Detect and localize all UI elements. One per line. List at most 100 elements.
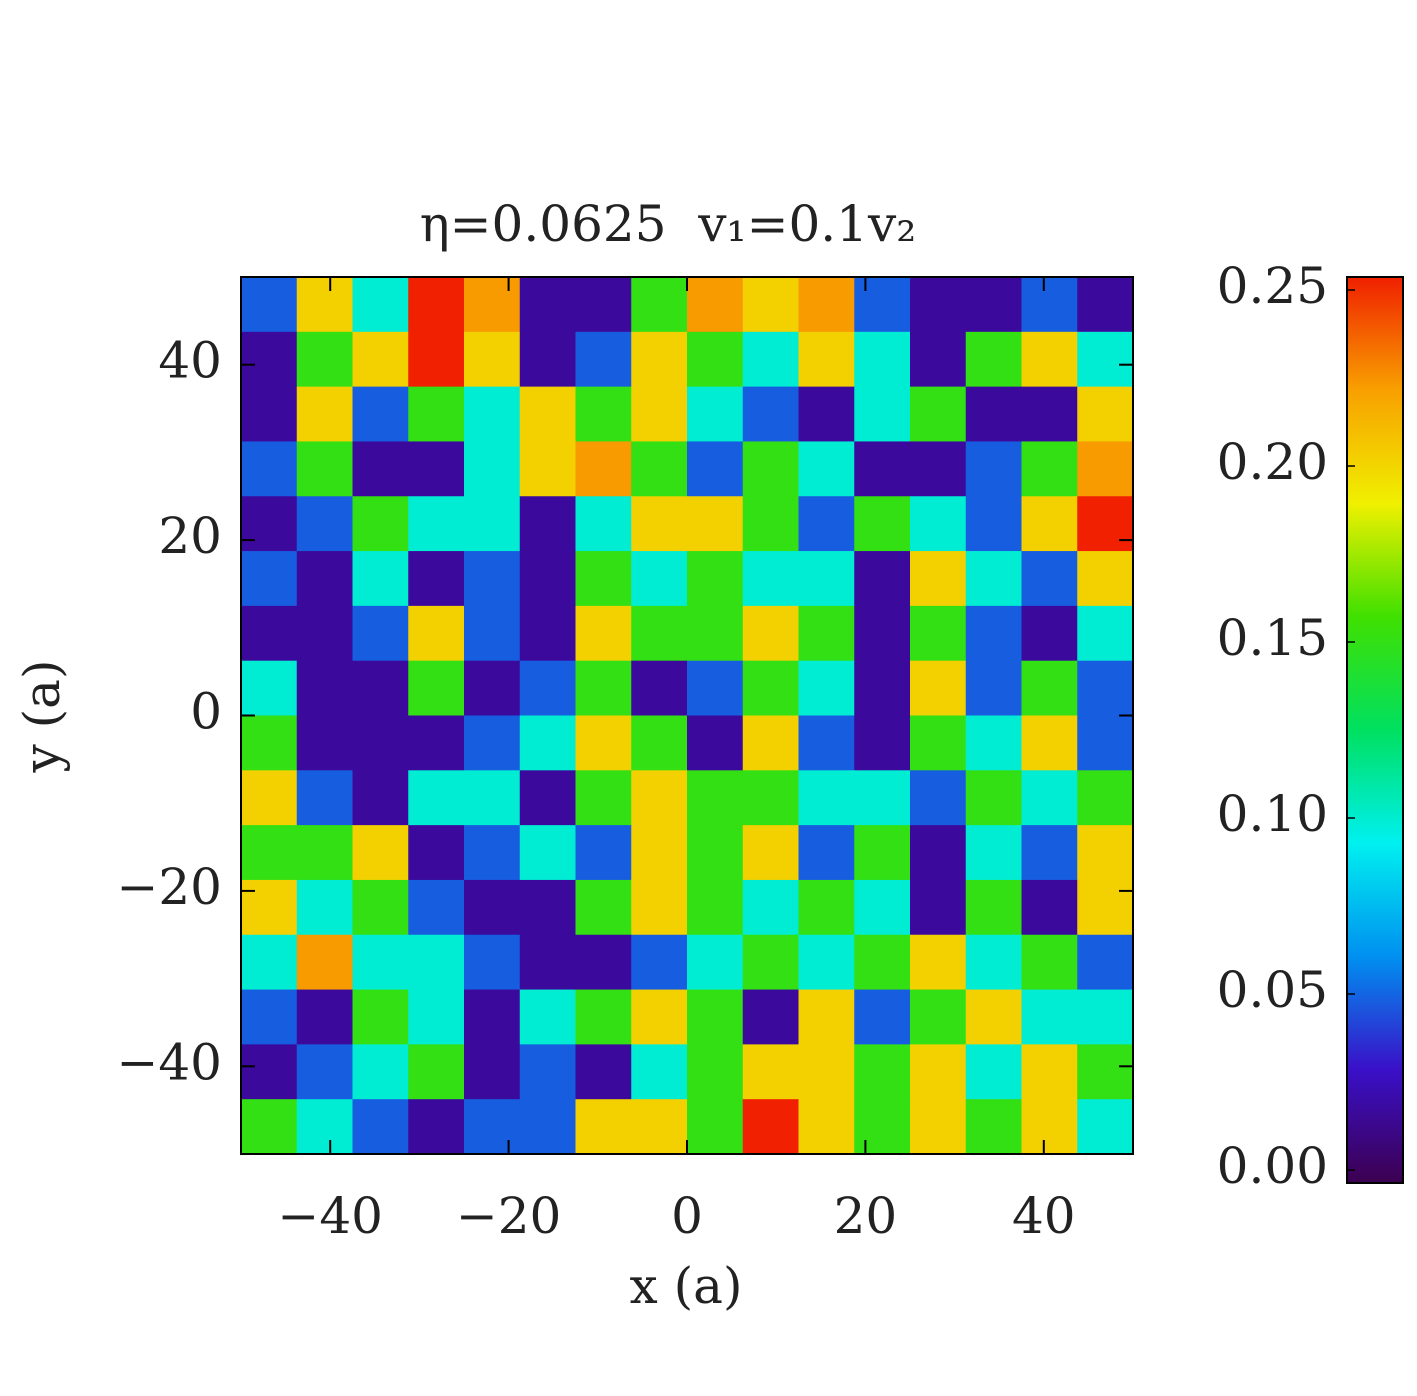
heatmap-cell [408,879,465,936]
heatmap-cell [296,660,353,716]
heatmap-cell [1021,331,1078,388]
heatmap-cell [1021,989,1078,1045]
heatmap-cell [631,825,688,881]
x-tick-label: −40 [277,1187,383,1245]
heatmap-cell [910,825,967,881]
heatmap-cell [1021,660,1078,716]
heatmap-cell [464,441,521,497]
heatmap-cell [519,825,576,881]
heatmap-cell [408,770,465,826]
heatmap-cell [687,386,744,442]
heatmap-cell [408,1099,465,1155]
heatmap-cell [631,551,688,607]
heatmap-cell [1021,605,1078,662]
heatmap-cell [910,277,967,333]
heatmap-cell [464,496,521,552]
heatmap-cell [519,989,576,1045]
heatmap-cell [910,879,967,936]
heatmap-cell [965,770,1022,826]
heatmap-cell [408,496,465,552]
heatmap-cell [965,386,1022,442]
heatmap-cell [631,770,688,826]
heatmap-cell [1021,1044,1078,1100]
heatmap-cell [854,660,911,716]
heatmap-cell [687,441,744,497]
heatmap-cell [1021,770,1078,826]
heatmap-cell [519,605,576,662]
heatmap-cell [798,934,855,991]
x-tick-label: 0 [671,1187,703,1245]
heatmap-cell [352,1044,409,1100]
heatmap-cell [854,989,911,1045]
heatmap-cell [296,605,353,662]
heatmap-cell [241,660,298,716]
heatmap-cell [854,934,911,991]
heatmap-cell [631,1099,688,1155]
heatmap-cell [352,551,409,607]
heatmap-cell [1077,825,1134,881]
heatmap-cell [408,660,465,716]
heatmap-cell [519,715,576,771]
chart-title: η=0.0625 v₁=0.1v₂ [420,195,917,253]
heatmap-cell [296,934,353,991]
heatmap-cell [408,1044,465,1100]
heatmap-cell [965,715,1022,771]
heatmap-cell [241,496,298,552]
heatmap-cell [1077,715,1134,771]
heatmap-cell [519,879,576,936]
heatmap-cell [687,331,744,388]
heatmap-cell [352,715,409,771]
heatmap-cell [241,277,298,333]
heatmap-cell [687,989,744,1045]
heatmap-cell [241,825,298,881]
heatmap-cell [575,934,632,991]
heatmap-cell [408,441,465,497]
heatmap-cell [910,660,967,716]
heatmap-cell [798,1044,855,1100]
heatmap-cell [965,441,1022,497]
colorbar [1346,276,1404,1184]
heatmap-cell [687,715,744,771]
heatmap-cell [241,989,298,1045]
heatmap-cell [241,934,298,991]
heatmap-cell [687,277,744,333]
heatmap-cell [854,441,911,497]
heatmap-cell [854,331,911,388]
heatmap-cell [464,660,521,716]
heatmap-cell [910,989,967,1045]
heatmap-cell [352,1099,409,1155]
heatmap-cell [798,660,855,716]
heatmap-cell [854,770,911,826]
heatmap-cell [798,715,855,771]
heatmap-cell [1077,386,1134,442]
heatmap-cell [1021,879,1078,936]
heatmap-cell [296,879,353,936]
heatmap-cell [1021,441,1078,497]
heatmap-cell [575,331,632,388]
heatmap-cell [464,770,521,826]
heatmap-cell [965,1099,1022,1155]
heatmap-cell [241,770,298,826]
heatmap-cell [910,934,967,991]
heatmap-cell [965,551,1022,607]
heatmap-cell [798,989,855,1045]
heatmap-cell [1077,496,1134,552]
heatmap-cell [1077,331,1134,388]
heatmap-cell [241,605,298,662]
heatmap-cell [408,551,465,607]
heatmap-cell [408,277,465,333]
heatmap-cell [742,879,799,936]
heatmap-cell [910,331,967,388]
heatmap-cell [241,1099,298,1155]
heatmap-cell [296,770,353,826]
x-tick-label: 40 [1012,1187,1076,1245]
heatmap-cell [1077,277,1134,333]
heatmap-cell [910,551,967,607]
heatmap-cell [575,277,632,333]
heatmap-cell [910,605,967,662]
heatmap-cell [631,1044,688,1100]
heatmap-cell [464,551,521,607]
heatmap-cell [687,879,744,936]
